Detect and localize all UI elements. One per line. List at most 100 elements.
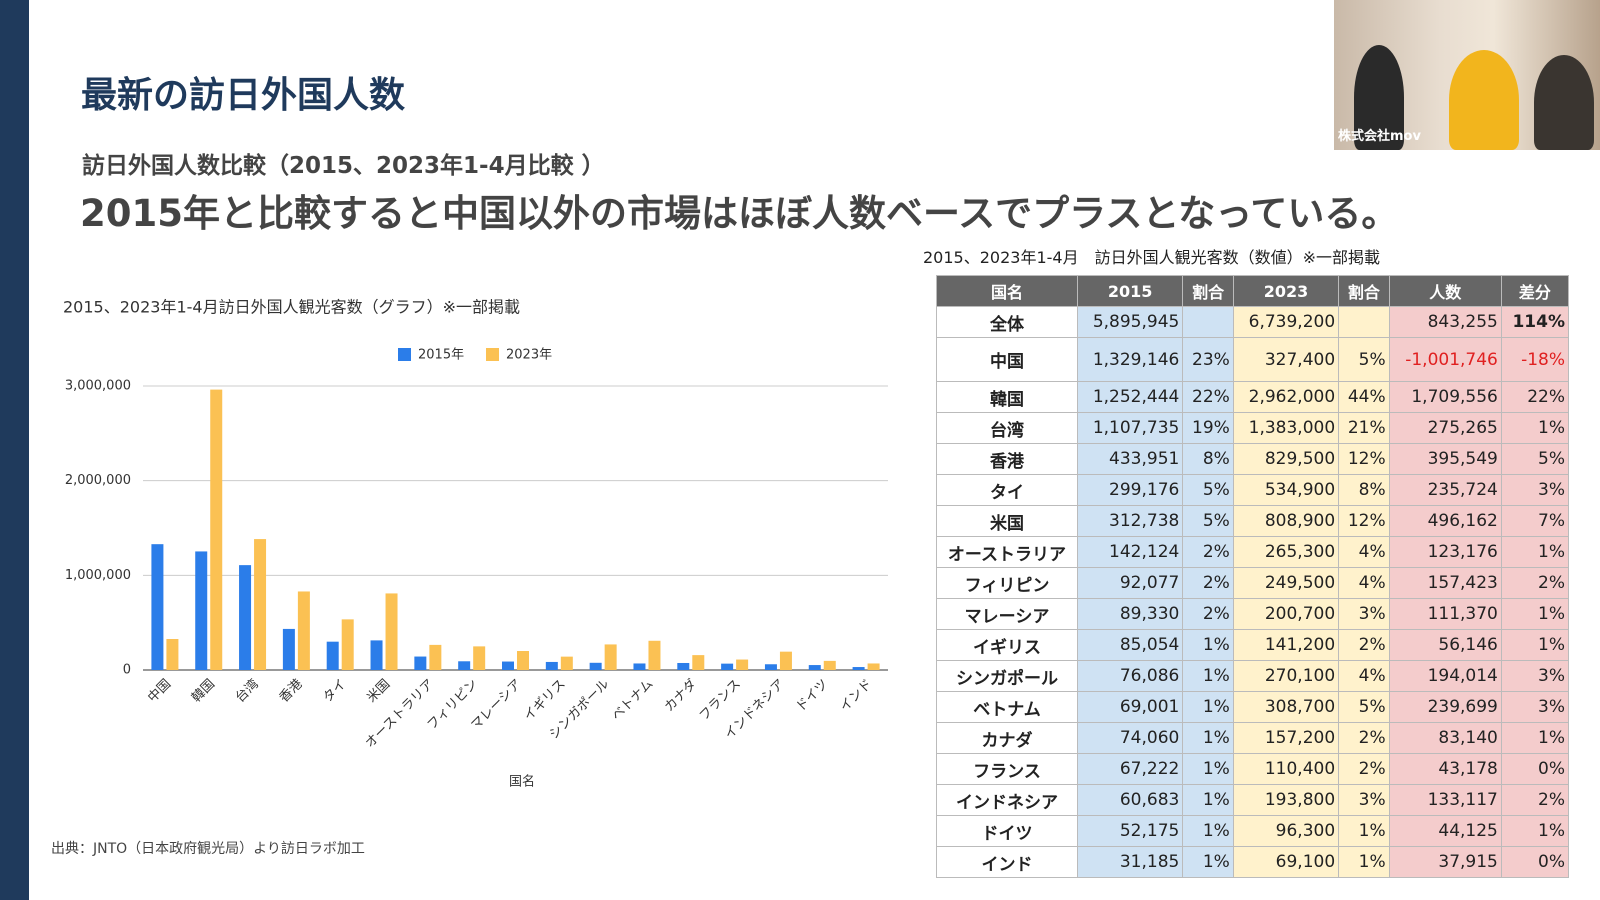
bar <box>239 565 252 670</box>
table-cell: 157,200 <box>1232 722 1340 754</box>
bar <box>677 662 690 670</box>
bar <box>341 619 354 670</box>
table-cell: 60,683 <box>1076 784 1184 816</box>
table-cell: 3% <box>1500 691 1570 723</box>
table-cell: 1,252,444 <box>1076 381 1184 413</box>
video-label: 株式会社mov <box>1338 129 1421 144</box>
table-cell: 496,162 <box>1388 505 1502 537</box>
table-cell: 141,200 <box>1232 629 1340 661</box>
video-feed: 株式会社mov <box>1334 0 1600 150</box>
x-axis-title: 国名 <box>509 774 535 790</box>
bar <box>297 591 310 670</box>
table-cell: 2% <box>1500 567 1570 599</box>
table-cell: 89,330 <box>1076 598 1184 630</box>
side-stripe <box>0 0 29 900</box>
table-cell: 1% <box>1500 722 1570 754</box>
legend-swatch <box>486 348 499 361</box>
table-cell: 433,951 <box>1076 443 1184 475</box>
table-cell: 中国 <box>936 337 1078 382</box>
table-cell: 85,054 <box>1076 629 1184 661</box>
table-cell: 1,383,000 <box>1232 412 1340 444</box>
header-row: 国名 2015 割合 2023 割合 人数 差分 <box>936 275 1570 307</box>
table-cell: 69,001 <box>1076 691 1184 723</box>
table-cell: 193,800 <box>1232 784 1340 816</box>
x-tick-label: 米国 <box>364 677 393 706</box>
bar <box>721 663 734 670</box>
table-row: イギリス 85,054 1% 141,200 2% 56,146 1% <box>936 629 1570 661</box>
table-cell: 83,140 <box>1388 722 1502 754</box>
table-cell: 56,146 <box>1388 629 1502 661</box>
y-tick-label: 3,000,000 <box>65 379 131 394</box>
bar <box>166 639 179 670</box>
table-cell: 43,178 <box>1388 753 1502 785</box>
table-cell: 1% <box>1500 629 1570 661</box>
table-cell: 44,125 <box>1388 815 1502 847</box>
table-cell: 6,739,200 <box>1232 306 1340 338</box>
table-cell: 327,400 <box>1232 337 1340 382</box>
y-tick-label: 2,000,000 <box>65 473 131 488</box>
table-row: インド 31,185 1% 69,100 1% 37,915 0% <box>936 846 1570 878</box>
table-row: 韓国 1,252,444 22% 2,962,000 44% 1,709,556 22% <box>936 381 1570 413</box>
table-cell: 200,700 <box>1232 598 1340 630</box>
table-cell: 5% <box>1500 443 1570 475</box>
header-cell: 差分 <box>1500 275 1570 307</box>
table-cell: 270,100 <box>1232 660 1340 692</box>
table-cell: -18% <box>1500 337 1570 382</box>
table-row: 米国 312,738 5% 808,900 12% 496,162 7% <box>936 505 1570 537</box>
x-tick-label: ドイツ <box>793 677 831 715</box>
table-cell: フィリピン <box>936 567 1078 599</box>
table-cell: 12% <box>1338 443 1390 475</box>
legend-label: 2023年 <box>506 348 552 363</box>
table-cell: 21% <box>1338 412 1390 444</box>
table-cell: 3% <box>1500 660 1570 692</box>
table-cell: 12% <box>1338 505 1390 537</box>
table-cell: 1% <box>1500 598 1570 630</box>
table-cell: 3% <box>1338 784 1390 816</box>
table-cell: 5% <box>1182 474 1234 506</box>
table-caption: 2015、2023年1-4月 訪日外国人観光客数（数値）※一部掲載 <box>923 248 1380 267</box>
header-cell: 割合 <box>1338 275 1390 307</box>
table-cell: 3% <box>1338 598 1390 630</box>
table-row: ベトナム 69,001 1% 308,700 5% 239,699 3% <box>936 691 1570 723</box>
x-tick-label: ベトナム <box>609 677 656 724</box>
table-cell: 1% <box>1182 753 1234 785</box>
x-tick-label: インド <box>837 677 875 715</box>
table-cell: 2% <box>1182 536 1234 568</box>
y-tick-label: 1,000,000 <box>65 568 131 583</box>
table-cell: 52,175 <box>1076 815 1184 847</box>
table-cell: 2,962,000 <box>1232 381 1340 413</box>
table-cell: 2% <box>1182 567 1234 599</box>
table-cell: 韓国 <box>936 381 1078 413</box>
table-cell: 275,265 <box>1388 412 1502 444</box>
table-cell: 92,077 <box>1076 567 1184 599</box>
slide-title: 最新の訪日外国人数 <box>81 75 406 116</box>
table-cell: -1,001,746 <box>1388 337 1502 382</box>
x-tick-label: 香港 <box>277 677 306 706</box>
table-cell: タイ <box>936 474 1078 506</box>
bar <box>560 656 573 670</box>
table-cell: 239,699 <box>1388 691 1502 723</box>
table-cell: 157,423 <box>1388 567 1502 599</box>
table-cell: 2% <box>1500 784 1570 816</box>
table-cell: ドイツ <box>936 815 1078 847</box>
table-row: 全体 5,895,945 6,739,200 843,255 114% <box>936 306 1570 338</box>
bar <box>385 593 398 670</box>
table-cell: 米国 <box>936 505 1078 537</box>
bar <box>648 640 661 670</box>
table-cell: 1% <box>1182 722 1234 754</box>
table-cell: 22% <box>1182 381 1234 413</box>
table-cell: 69,100 <box>1232 846 1340 878</box>
table-cell: 7% <box>1500 505 1570 537</box>
x-tick-label: タイ <box>321 677 350 706</box>
chart-title: 2015、2023年1-4月訪日外国人観光客数（グラフ）※一部掲載 <box>63 298 520 317</box>
table-cell: 843,255 <box>1388 306 1502 338</box>
table-cell: 123,176 <box>1388 536 1502 568</box>
header-cell: 2023 <box>1232 275 1340 307</box>
bar <box>502 661 514 670</box>
table-cell: 299,176 <box>1076 474 1184 506</box>
table-cell: 74,060 <box>1076 722 1184 754</box>
bar <box>852 667 865 670</box>
table-cell: 96,300 <box>1232 815 1340 847</box>
bar <box>326 641 339 670</box>
